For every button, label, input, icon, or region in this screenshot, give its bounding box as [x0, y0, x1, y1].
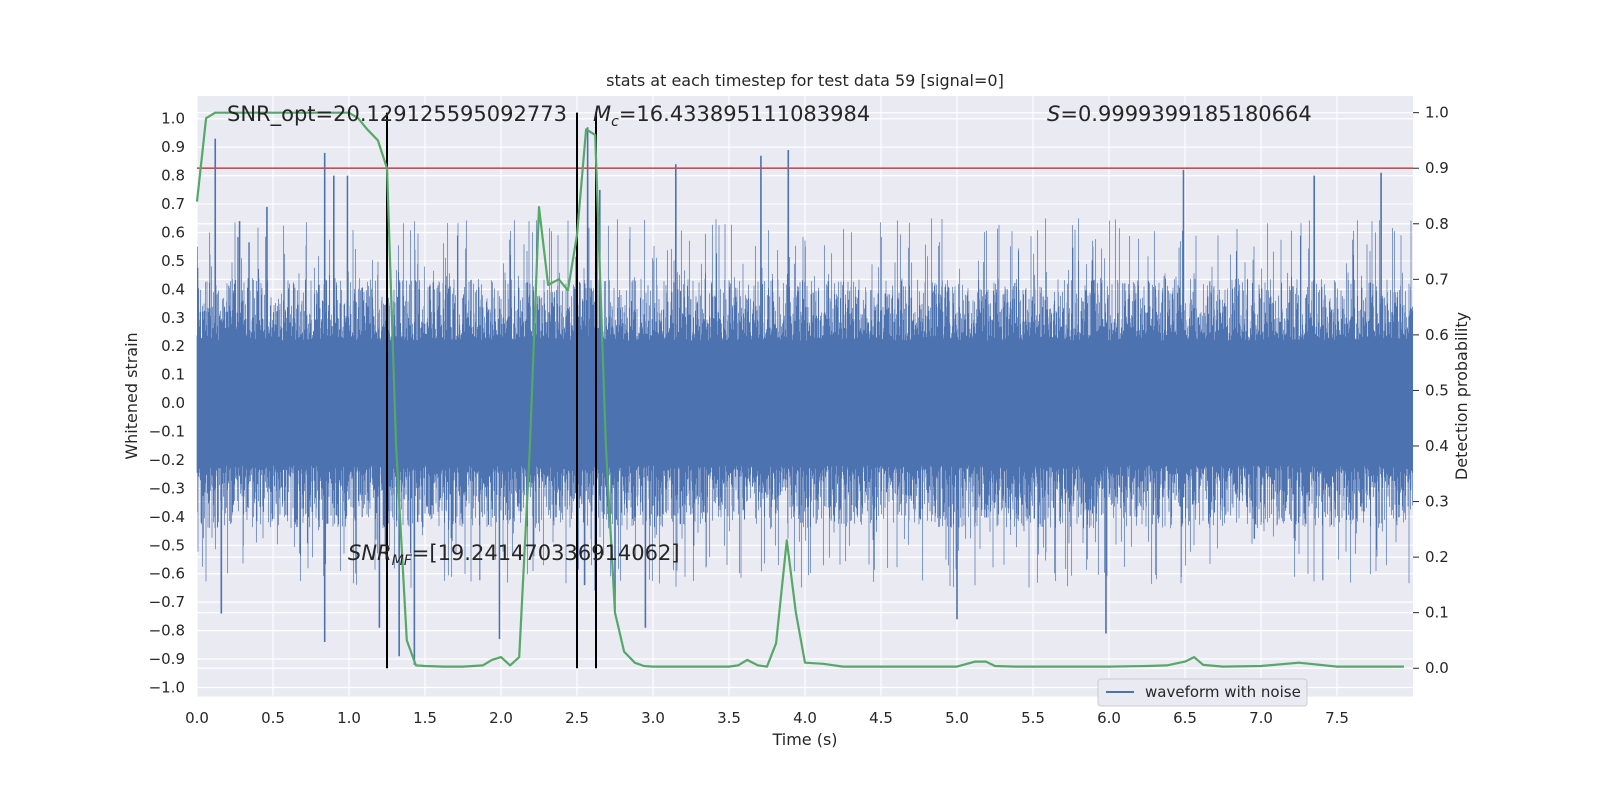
x-tick-label: 3.5 [717, 709, 741, 727]
y-tick-label-left: −0.5 [149, 536, 185, 554]
x-tick-label: 1.5 [413, 709, 437, 727]
x-tick-label: 5.0 [945, 709, 969, 727]
y-tick-label-right: 0.4 [1425, 437, 1449, 455]
y-tick-label-right: 0.6 [1425, 326, 1449, 344]
waveform-noise-band [196, 218, 1414, 588]
y-tick-label-left: −0.2 [149, 451, 185, 469]
vertical-markers [386, 112, 597, 669]
x-tick-label: 0.0 [185, 709, 209, 727]
x-tick-label: 4.0 [793, 709, 817, 727]
chart-title: stats at each timestep for test data 59 … [606, 71, 1004, 90]
y-axis-label-left: Whitened strain [122, 332, 141, 459]
legend: waveform with noise [1097, 678, 1308, 707]
y-tick-label-left: 0.0 [161, 394, 185, 412]
y-tick-label-right: 0.0 [1425, 659, 1449, 677]
y-tick-label-left: 0.5 [161, 252, 185, 270]
y-tick-label-left: −0.3 [149, 479, 185, 497]
y-tick-label-right: 0.2 [1425, 548, 1449, 566]
x-tick-label: 0.5 [261, 709, 285, 727]
x-tick-label: 6.5 [1173, 709, 1197, 727]
x-tick-label: 5.5 [1021, 709, 1045, 727]
legend-box [1097, 678, 1308, 707]
y-tick-label-right: 0.7 [1425, 270, 1449, 288]
y-tick-label-left: 0.9 [161, 138, 185, 156]
y-tick-label-right: 0.9 [1425, 159, 1449, 177]
x-axis-ticks: 0.0 0.5 1.0 1.5 2.0 2.5 3.0 3.5 4.0 4.5 5.0 5.5 6.0 6… [185, 709, 1349, 727]
y-tick-label-left: −0.7 [149, 593, 185, 611]
y-axis-label-right: Detection probability [1452, 312, 1471, 480]
x-tick-label: 1.0 [337, 709, 361, 727]
legend-label-waveform: waveform with noise [1145, 683, 1301, 701]
y-tick-label-left: 0.8 [161, 167, 185, 185]
y-tick-label-left: 1.0 [161, 110, 185, 128]
x-tick-label: 2.0 [489, 709, 513, 727]
y-axis-right-ticks: 1.0 0.9 0.8 0.7 0.6 0.5 0.4 0.3 0.2 0.1 0.0 [1413, 104, 1449, 677]
probability-line [195, 111, 1404, 668]
x-tick-label: 7.5 [1325, 709, 1349, 727]
y-tick-label-left: 0.3 [161, 309, 185, 327]
annotation-mc: Mc=16.433895111083984 [593, 102, 870, 130]
y-tick-label-left: 0.2 [161, 337, 185, 355]
x-tick-label: 2.5 [565, 709, 589, 727]
y-tick-label-left: −0.4 [149, 508, 185, 526]
annotation-s: S=0.9999399185180664 [1047, 102, 1312, 126]
y-tick-label-left: −0.9 [149, 650, 185, 668]
x-tick-label: 4.5 [869, 709, 893, 727]
x-tick-label: 6.0 [1097, 709, 1121, 727]
probability-series [195, 111, 1404, 668]
y-tick-label-left: −0.8 [149, 622, 185, 640]
y-tick-label-left: −1.0 [149, 678, 185, 696]
x-tick-label: 3.0 [641, 709, 665, 727]
y-tick-label-right: 0.5 [1425, 381, 1449, 399]
y-tick-label-right: 1.0 [1425, 104, 1449, 122]
y-tick-label-left: −0.6 [149, 565, 185, 583]
y-tick-label-right: 0.8 [1425, 215, 1449, 233]
y-tick-label-left: 0.6 [161, 223, 185, 241]
waveform-series [196, 127, 1414, 665]
y-tick-label-left: 0.1 [161, 366, 185, 384]
annotation-snr-mf: SNRMF=[19.241470336914062] [348, 541, 680, 569]
y-tick-label-right: 0.1 [1425, 604, 1449, 622]
y-tick-label-left: 0.4 [161, 280, 185, 298]
x-axis-label: Time (s) [771, 730, 837, 749]
y-tick-label-right: 0.3 [1425, 493, 1449, 511]
y-tick-label-left: −0.1 [149, 423, 185, 441]
annotation-snr-opt: SNR_opt=20.129125595092773 [227, 102, 567, 127]
y-tick-label-left: 0.7 [161, 195, 185, 213]
y-axis-left-ticks: 1.0 0.9 0.8 0.7 0.6 0.5 0.4 0.3 0.2 0.1 0.0 −0.1 −0.… [149, 110, 185, 697]
x-tick-label: 7.0 [1249, 709, 1273, 727]
